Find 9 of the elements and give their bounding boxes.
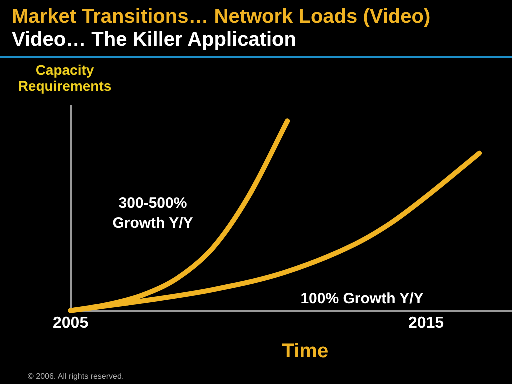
chart-subtitle: Video… The Killer Application bbox=[0, 29, 512, 58]
y-axis-title: Capacity Requirements bbox=[17, 62, 113, 94]
text: © 2006. All rights reserved. bbox=[28, 372, 124, 381]
series-label: 300-500% Growth Y/Y bbox=[112, 195, 194, 232]
series-label: 100% Growth Y/Y bbox=[300, 290, 424, 308]
x-tick-label: 2015 bbox=[408, 314, 444, 332]
x-tick-label: 2005 bbox=[53, 314, 89, 332]
chart-title: Market Transitions… Network Loads (Video) bbox=[11, 5, 432, 29]
x-axis-title: Time bbox=[282, 340, 329, 363]
